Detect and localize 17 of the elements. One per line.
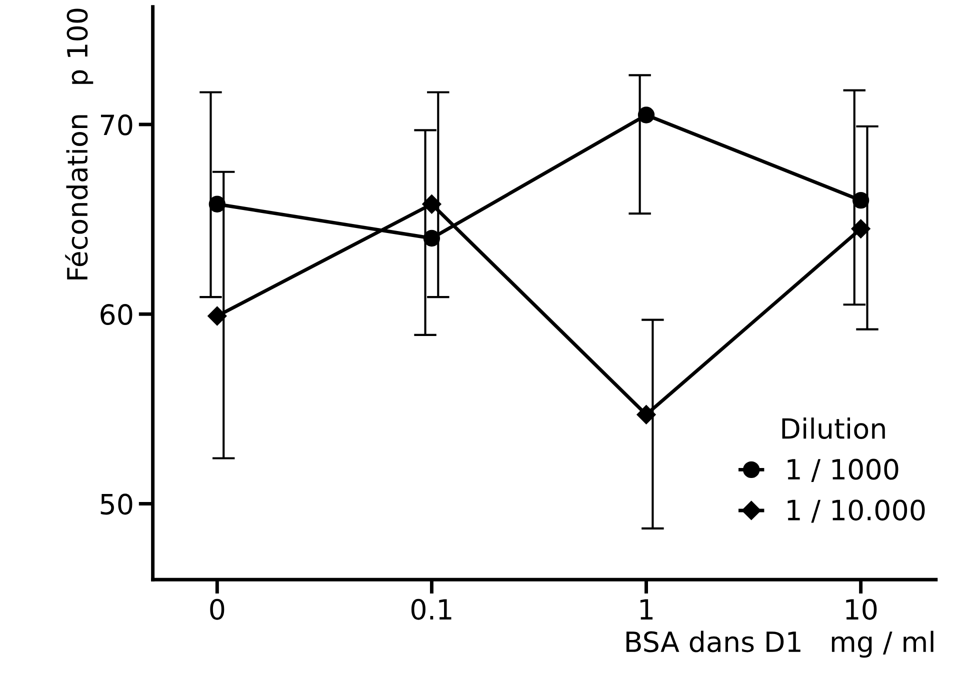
point — [638, 106, 655, 124]
legend-title: Dilution — [782, 418, 885, 440]
y-tick-label: 50 — [100, 494, 132, 515]
point — [208, 306, 227, 326]
y-tick-label: 60 — [100, 304, 132, 326]
x-axis-title: BSA dans D1 mg / ml — [626, 630, 934, 658]
point — [851, 219, 870, 238]
x-tick-label: 10 — [846, 598, 877, 620]
x-tick-label: 0.1 — [411, 598, 452, 620]
y-axis-title: Fécondation p 100 — [65, 8, 94, 280]
x-tick-label: 0 — [210, 598, 224, 620]
legend-label: 1 / 10.000 — [788, 500, 925, 523]
point — [636, 405, 656, 424]
point — [422, 194, 442, 214]
legend-label: 1 / 1000 — [788, 458, 898, 482]
y-tick-label: 70 — [100, 114, 132, 136]
x-tick-label: 1 — [640, 599, 653, 620]
